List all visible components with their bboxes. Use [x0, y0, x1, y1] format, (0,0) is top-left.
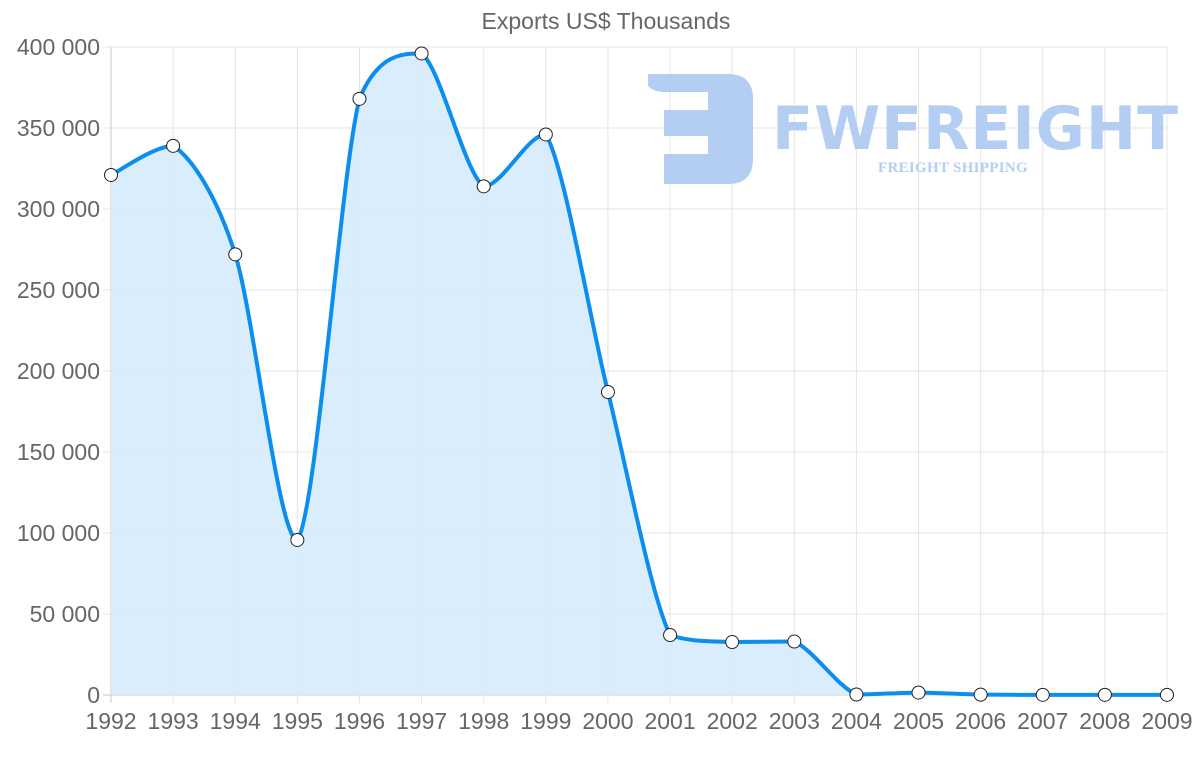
data-point[interactable]	[414, 46, 429, 61]
data-point[interactable]	[538, 127, 553, 142]
x-tick-label: 2007	[1017, 708, 1068, 734]
x-tick-label: 1992	[85, 708, 136, 734]
x-tick-label: 1996	[334, 708, 385, 734]
x-tick-label: 2002	[707, 708, 758, 734]
data-point[interactable]	[973, 687, 988, 702]
y-tick-label: 150 000	[17, 439, 100, 465]
data-point[interactable]	[1160, 687, 1174, 702]
chart-title: Exports US$ Thousands	[481, 8, 731, 34]
x-tick-label: 2008	[1079, 708, 1130, 734]
y-tick-label: 350 000	[17, 115, 100, 141]
data-point[interactable]	[1035, 687, 1050, 702]
data-point[interactable]	[911, 685, 926, 700]
x-axis: 1992 1993 1994 1995 1996 1997 1998 1999 2000 2001…	[85, 708, 1192, 734]
x-tick-label: 1993	[148, 708, 199, 734]
data-point[interactable]	[663, 628, 678, 643]
y-tick-label: 200 000	[17, 358, 100, 384]
x-tick-label: 1998	[458, 708, 509, 734]
y-tick-label: 0	[87, 682, 100, 708]
x-tick-label: 2000	[582, 708, 633, 734]
x-tick-label: 2001	[644, 708, 695, 734]
x-tick-label: 2009	[1141, 708, 1192, 734]
data-points	[104, 46, 1174, 702]
x-tick-label: 1994	[210, 708, 261, 734]
data-point[interactable]	[725, 635, 740, 650]
data-point[interactable]	[600, 385, 615, 400]
x-tick-label: 1995	[272, 708, 323, 734]
x-tick-label: 1999	[520, 708, 571, 734]
data-point[interactable]	[166, 138, 181, 153]
y-tick-label: 50 000	[30, 601, 100, 627]
x-tick-label: 1997	[396, 708, 447, 734]
x-tick-label: 2005	[893, 708, 944, 734]
y-tick-label: 400 000	[17, 34, 100, 60]
data-point[interactable]	[1097, 687, 1112, 702]
x-tick-label: 2003	[769, 708, 820, 734]
data-point[interactable]	[849, 687, 864, 702]
y-tick-label: 100 000	[17, 520, 100, 546]
data-point[interactable]	[228, 247, 243, 262]
data-point[interactable]	[787, 634, 802, 649]
data-point[interactable]	[290, 532, 305, 547]
x-tick-label: 2004	[831, 708, 882, 734]
series-line	[110, 51, 1167, 697]
data-point[interactable]	[476, 179, 491, 194]
y-tick-label: 250 000	[17, 277, 100, 303]
data-point[interactable]	[104, 167, 118, 182]
series-area-fill	[111, 53, 1167, 696]
x-tick-label: 2006	[955, 708, 1006, 734]
y-tick-label: 300 000	[17, 196, 100, 222]
data-point[interactable]	[352, 91, 367, 106]
y-axis: 0 50 000 100 000 150 000 200 000 250 000 300 0…	[17, 34, 100, 708]
